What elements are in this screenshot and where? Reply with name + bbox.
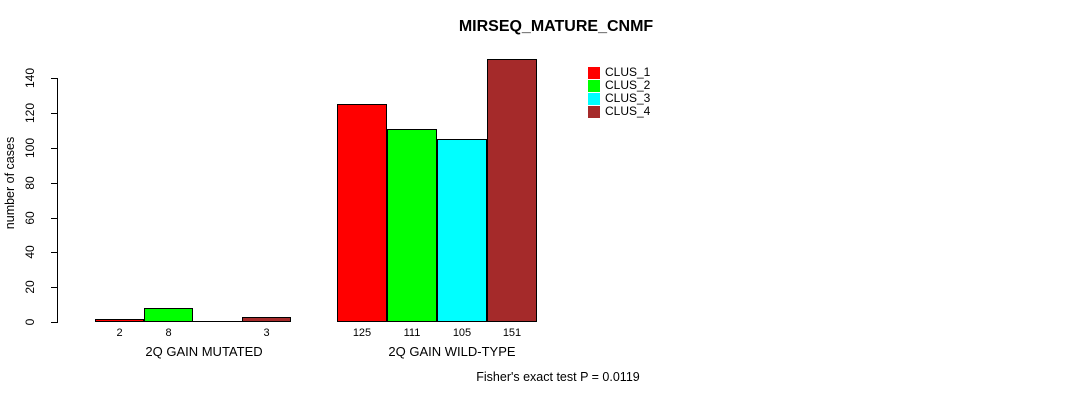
- y-tick-label: 0: [23, 318, 37, 326]
- bar-value-label: 3: [263, 327, 270, 339]
- y-tick-mark: [51, 287, 58, 288]
- bar-value-label: 105: [452, 327, 472, 339]
- y-tick-label: 80: [23, 176, 37, 190]
- y-axis-label: number of cases: [3, 136, 17, 230]
- bar-clus_4-0: [242, 317, 291, 322]
- y-tick-mark: [51, 218, 58, 219]
- bar-clus_3-1: [437, 139, 487, 322]
- x-category-label: 2Q GAIN MUTATED: [145, 344, 263, 359]
- bar-value-label: 151: [502, 327, 522, 339]
- y-tick-mark: [51, 322, 58, 323]
- legend: CLUS_1 CLUS_2 CLUS_3 CLUS_4: [588, 66, 650, 118]
- bar-clus_4-1: [487, 59, 537, 322]
- x-category-label: 2Q GAIN WILD-TYPE: [388, 344, 516, 359]
- legend-swatch-clus3: [588, 92, 600, 105]
- legend-label: CLUS_3: [605, 91, 651, 105]
- legend-swatch-clus2: [588, 79, 600, 92]
- bar-value-label: 111: [403, 327, 421, 339]
- y-tick-mark: [51, 78, 58, 79]
- bar-clus_3-0-zero: [193, 321, 242, 322]
- y-tick-mark: [51, 113, 58, 114]
- legend-swatch-clus1: [588, 66, 600, 79]
- bar-value-label: 2: [116, 327, 123, 339]
- y-axis-line: [57, 78, 58, 323]
- y-tick-mark: [51, 252, 58, 253]
- y-tick-label: 120: [23, 102, 37, 124]
- legend-label: CLUS_4: [605, 104, 651, 118]
- y-tick-label: 100: [23, 137, 37, 159]
- legend-label: CLUS_1: [605, 65, 651, 79]
- y-tick-label: 20: [23, 280, 37, 294]
- legend-swatch-clus4: [588, 105, 600, 118]
- bar-clus_1-0: [95, 319, 144, 322]
- bar-value-label: 125: [352, 327, 372, 339]
- legend-item: CLUS_1: [588, 66, 650, 79]
- statistical-test-annotation: Fisher's exact test P = 0.0119: [476, 370, 640, 384]
- y-tick-mark: [51, 183, 58, 184]
- bar-clus_1-1: [337, 104, 387, 322]
- bar-clus_2-0: [144, 308, 193, 322]
- legend-item: CLUS_2: [588, 79, 650, 92]
- y-tick-mark: [51, 148, 58, 149]
- bar-value-label: 8: [165, 327, 172, 339]
- legend-item: CLUS_4: [588, 105, 650, 118]
- legend-item: CLUS_3: [588, 92, 650, 105]
- bar-clus_2-1: [387, 129, 437, 322]
- y-tick-label: 40: [23, 245, 37, 259]
- legend-label: CLUS_2: [605, 78, 651, 92]
- y-tick-label: 140: [23, 67, 37, 89]
- chart-title: MIRSEQ_MATURE_CNMF: [458, 18, 654, 35]
- y-tick-label: 60: [23, 211, 37, 225]
